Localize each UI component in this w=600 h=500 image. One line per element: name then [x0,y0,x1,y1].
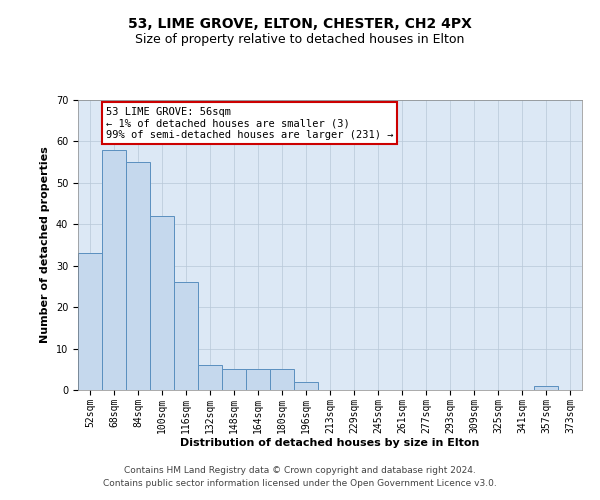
Bar [294,382,318,390]
Bar [198,365,222,390]
Text: Size of property relative to detached houses in Elton: Size of property relative to detached ho… [136,32,464,46]
X-axis label: Distribution of detached houses by size in Elton: Distribution of detached houses by size … [181,438,479,448]
Y-axis label: Number of detached properties: Number of detached properties [40,146,50,344]
Bar [126,162,150,390]
Text: 53, LIME GROVE, ELTON, CHESTER, CH2 4PX: 53, LIME GROVE, ELTON, CHESTER, CH2 4PX [128,18,472,32]
Bar [246,370,270,390]
Bar [78,254,102,390]
Bar [270,370,294,390]
Text: Contains HM Land Registry data © Crown copyright and database right 2024.
Contai: Contains HM Land Registry data © Crown c… [103,466,497,487]
Bar [174,282,198,390]
Bar [150,216,174,390]
Bar [534,386,558,390]
Text: 53 LIME GROVE: 56sqm
← 1% of detached houses are smaller (3)
99% of semi-detache: 53 LIME GROVE: 56sqm ← 1% of detached ho… [106,106,393,140]
Bar [102,150,126,390]
Bar [222,370,246,390]
